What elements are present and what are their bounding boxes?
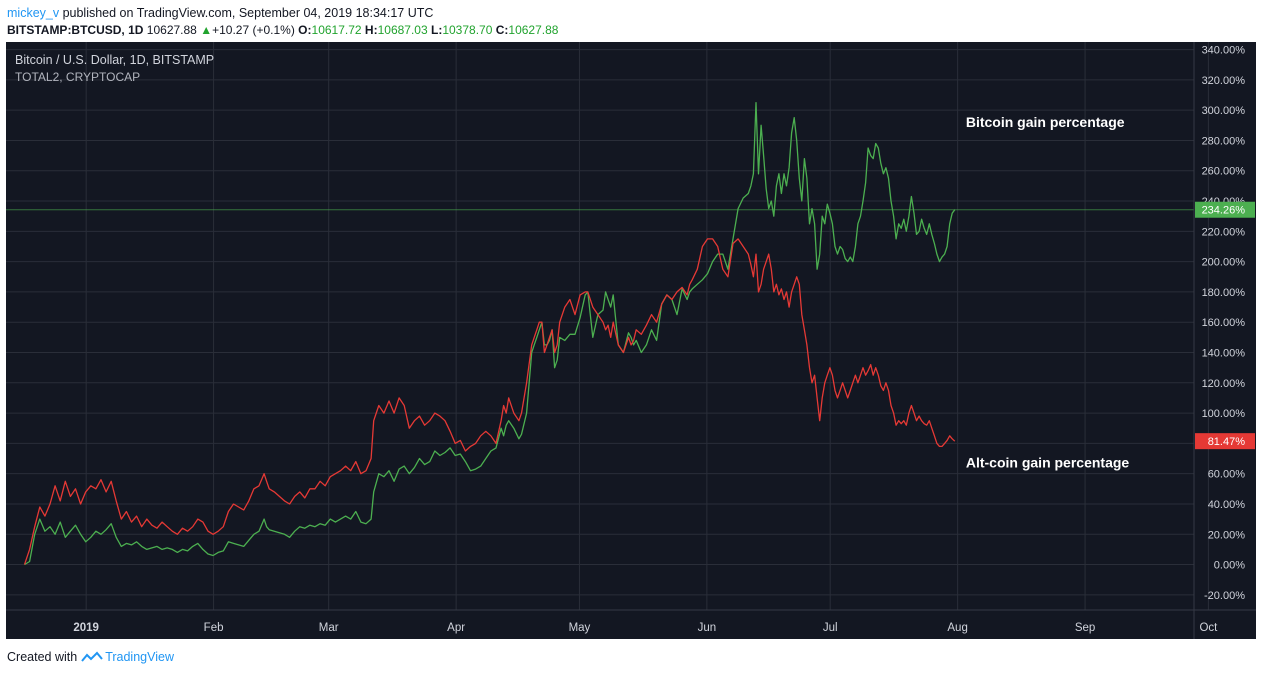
tradingview-brand: TradingView bbox=[105, 650, 174, 664]
created-with-text: Created with bbox=[7, 650, 78, 664]
publish-header: mickey_v published on TradingView.com, S… bbox=[7, 5, 433, 22]
annotations: Bitcoin gain percentage Alt-coin gain per… bbox=[966, 114, 1130, 471]
y-tick-label: 320.00% bbox=[1202, 75, 1246, 87]
x-tick-label: Sep bbox=[1075, 622, 1095, 634]
ohlc-legend: BITSTAMP:BTCUSD, 1D 10627.88 ▲+10.27 (+0… bbox=[7, 22, 558, 39]
series-line bbox=[23, 238, 956, 565]
x-tick-label: Apr bbox=[447, 622, 465, 634]
y-tick-label: 0.00% bbox=[1214, 560, 1245, 572]
y-tick-label: 160.00% bbox=[1202, 317, 1246, 329]
x-tick-label: Feb bbox=[204, 622, 224, 634]
x-tick-label: Mar bbox=[319, 622, 339, 634]
y-tick-label: 140.00% bbox=[1202, 348, 1246, 360]
low-value: 10378.70 bbox=[442, 23, 493, 37]
footer: Created with TradingView bbox=[7, 650, 174, 664]
x-tick-label: 2019 bbox=[73, 622, 99, 634]
last-value-badges: 234.26% 81.47% bbox=[1195, 201, 1255, 450]
x-tick-label: May bbox=[569, 622, 591, 634]
y-tick-label: 340.00% bbox=[1202, 45, 1246, 57]
last-value-badge bbox=[1195, 433, 1255, 450]
x-tick-label: Oct bbox=[1199, 622, 1218, 634]
chart-background bbox=[6, 42, 1256, 639]
last-value-label: 234.26% bbox=[1202, 205, 1246, 217]
y-tick-label: 120.00% bbox=[1202, 378, 1246, 390]
low-label: L: bbox=[431, 23, 443, 37]
open-value: 10617.72 bbox=[311, 23, 362, 37]
time-axis[interactable]: 2019 Feb Mar Apr May Jun Jul Aug Sep Oct bbox=[73, 622, 1218, 634]
x-tick-label: Jun bbox=[698, 622, 717, 634]
series-lines bbox=[23, 101, 956, 566]
chart-subtitle: TOTAL2, CRYPTOCAP bbox=[15, 70, 140, 84]
close-value: 10627.88 bbox=[508, 23, 559, 37]
author-link[interactable]: mickey_v bbox=[7, 6, 60, 20]
tradingview-link[interactable]: TradingView bbox=[81, 650, 174, 664]
y-tick-label: 200.00% bbox=[1202, 257, 1246, 269]
grid-lines bbox=[6, 42, 1209, 610]
last-value-label: 81.47% bbox=[1208, 436, 1246, 448]
y-tick-label: 300.00% bbox=[1202, 105, 1246, 117]
symbol-label[interactable]: BITSTAMP:BTCUSD, 1D bbox=[7, 23, 144, 37]
y-tick-label: 40.00% bbox=[1208, 499, 1246, 511]
chart-title: Bitcoin / U.S. Dollar, 1D, BITSTAMP bbox=[15, 53, 214, 67]
x-tick-label: Jul bbox=[823, 622, 838, 634]
chart-area[interactable]: 340.00%320.00%300.00%280.00%260.00%240.0… bbox=[6, 42, 1256, 639]
annotation-label: Alt-coin gain percentage bbox=[966, 455, 1130, 471]
change-arrow-icon: ▲ bbox=[200, 23, 213, 37]
series-line bbox=[24, 101, 956, 566]
published-text: published on TradingView.com, September … bbox=[59, 6, 434, 20]
high-value: 10687.03 bbox=[377, 23, 428, 37]
y-tick-label: 100.00% bbox=[1202, 408, 1246, 420]
price-change: +10.27 (+0.1%) bbox=[212, 23, 295, 37]
y-tick-label: 20.00% bbox=[1208, 529, 1246, 541]
high-label: H: bbox=[364, 23, 378, 37]
y-tick-label: -20.00% bbox=[1204, 590, 1245, 602]
y-tick-label: 260.00% bbox=[1202, 166, 1246, 178]
tradingview-logo-icon bbox=[81, 651, 103, 662]
close-label: C: bbox=[495, 23, 509, 37]
chart-svg[interactable]: 340.00%320.00%300.00%280.00%260.00%240.0… bbox=[6, 42, 1256, 639]
x-tick-label: Aug bbox=[947, 622, 967, 634]
last-price: 10627.88 bbox=[146, 23, 197, 37]
y-tick-label: 180.00% bbox=[1202, 287, 1246, 299]
last-value-badge bbox=[1195, 201, 1255, 218]
y-tick-label: 280.00% bbox=[1202, 135, 1246, 147]
annotation-label: Bitcoin gain percentage bbox=[966, 114, 1125, 130]
y-tick-label: 220.00% bbox=[1202, 226, 1246, 238]
y-tick-label: 60.00% bbox=[1208, 469, 1246, 481]
open-label: O: bbox=[298, 23, 312, 37]
